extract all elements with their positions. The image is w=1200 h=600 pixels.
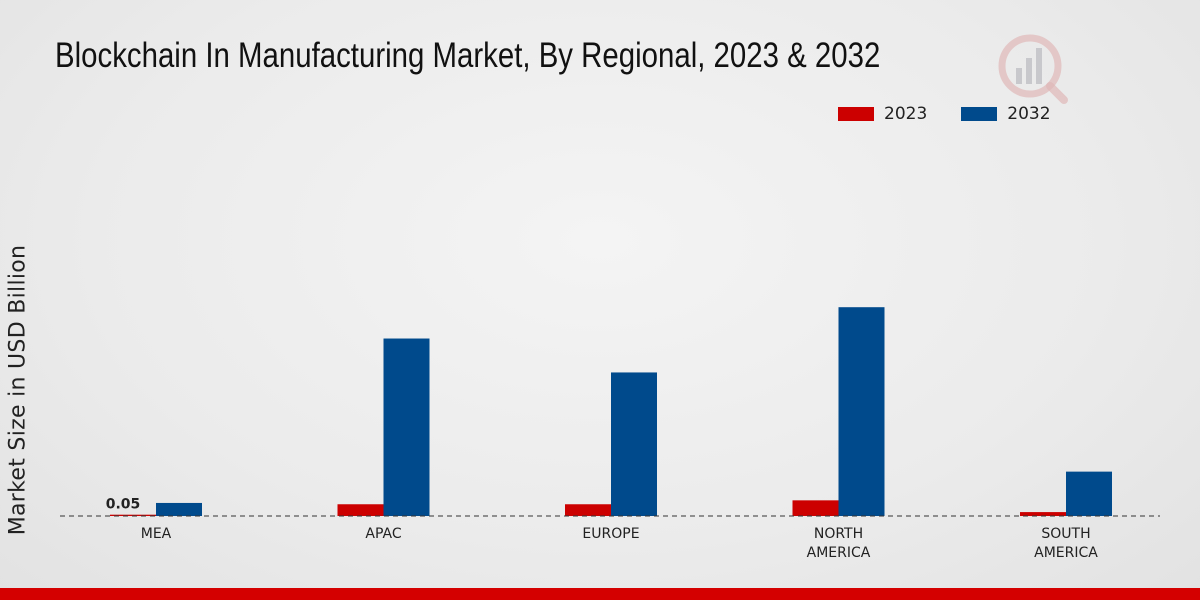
x-tick-label-europe: EUROPE	[582, 526, 639, 542]
x-tick-label-mea: MEA	[141, 526, 172, 542]
chart-title: Blockchain In Manufacturing Market, By R…	[55, 36, 881, 75]
bar-2032-apac	[383, 338, 430, 516]
bar-2032-mea	[156, 502, 202, 516]
data-label-2023-mea: 0.05	[106, 497, 141, 513]
x-tick-label-south-america-line2: AMERICA	[1034, 545, 1098, 561]
bar-2032-europe	[611, 372, 657, 516]
bar-2023-mea	[110, 514, 156, 516]
legend-label-2032: 2032	[1007, 104, 1051, 124]
legend-item-2023: 2023	[838, 104, 927, 124]
legend-label-2023: 2023	[884, 104, 928, 124]
legend-swatch-2032	[961, 107, 998, 121]
bar-2023-europe	[565, 504, 611, 516]
legend-swatch-2023	[838, 107, 874, 121]
x-tick-label-apac: APAC	[365, 526, 401, 542]
footer-accent-bar	[0, 588, 1200, 600]
bar-2032-north-america	[838, 307, 885, 516]
bar-2023-south-america	[1020, 512, 1066, 516]
legend: 2023 2032	[838, 104, 1085, 124]
brand-logo-icon	[998, 34, 1068, 104]
x-tick-label-north-america-line2: AMERICA	[807, 545, 871, 561]
bar-2032-south-america	[1066, 471, 1112, 516]
x-tick-label-south-america-line1: SOUTH	[1041, 526, 1090, 542]
bar-2023-apac	[337, 504, 384, 516]
legend-item-2032: 2032	[961, 104, 1051, 124]
x-tick-label-north-america-line1: NORTH	[814, 526, 863, 542]
bar-2023-north-america	[792, 500, 839, 516]
